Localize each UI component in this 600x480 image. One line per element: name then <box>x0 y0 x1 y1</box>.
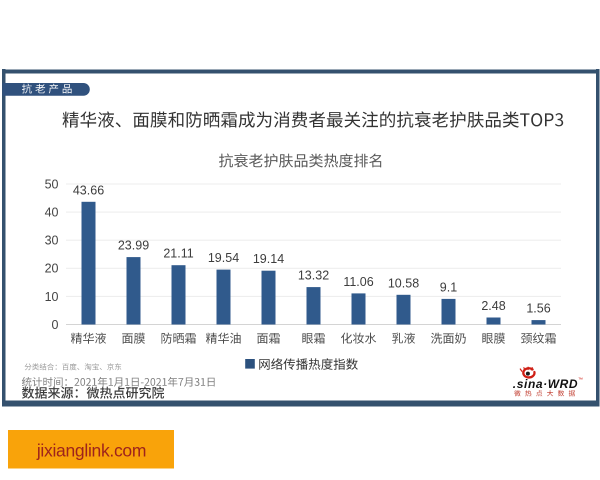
svg-text:jixianglink.com: jixianglink.com <box>36 441 146 461</box>
svg-text:9.1: 9.1 <box>440 280 457 294</box>
svg-text:13.32: 13.32 <box>298 269 329 283</box>
svg-text:10.58: 10.58 <box>388 276 419 290</box>
svg-text:40: 40 <box>45 206 59 220</box>
svg-text:19.54: 19.54 <box>208 251 239 265</box>
svg-text:50: 50 <box>45 177 59 191</box>
svg-text:11.06: 11.06 <box>343 275 373 289</box>
svg-text:30: 30 <box>45 234 59 248</box>
svg-text:™: ™ <box>578 377 583 383</box>
svg-text:.sina·WRD: .sina·WRD <box>513 377 578 391</box>
svg-text:0: 0 <box>52 318 59 332</box>
svg-text:20: 20 <box>45 262 59 276</box>
svg-text:1.56: 1.56 <box>526 302 550 316</box>
svg-text:10: 10 <box>45 290 59 304</box>
svg-text:21.11: 21.11 <box>163 247 193 261</box>
svg-text:19.14: 19.14 <box>253 252 284 266</box>
svg-text:43.66: 43.66 <box>73 183 104 197</box>
svg-text:2.48: 2.48 <box>481 299 505 313</box>
svg-text:23.99: 23.99 <box>118 239 149 253</box>
